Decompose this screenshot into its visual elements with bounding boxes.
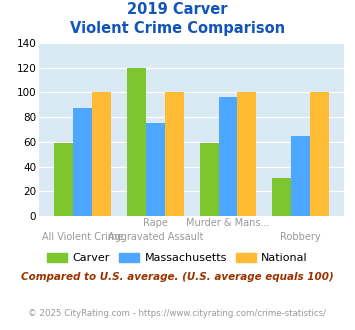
Bar xyxy=(291,136,310,216)
Bar xyxy=(237,92,256,216)
Text: © 2025 CityRating.com - https://www.cityrating.com/crime-statistics/: © 2025 CityRating.com - https://www.city… xyxy=(28,309,327,317)
Bar xyxy=(92,92,111,216)
Text: Compared to U.S. average. (U.S. average equals 100): Compared to U.S. average. (U.S. average … xyxy=(21,272,334,282)
Text: Robbery: Robbery xyxy=(280,232,321,242)
Text: Rape: Rape xyxy=(143,218,168,228)
Bar xyxy=(54,143,73,216)
Text: Aggravated Assault: Aggravated Assault xyxy=(108,232,203,242)
Legend: Carver, Massachusetts, National: Carver, Massachusetts, National xyxy=(43,248,312,268)
Bar xyxy=(200,143,219,216)
Text: Murder & Mans...: Murder & Mans... xyxy=(186,218,270,228)
Bar xyxy=(219,97,237,216)
Text: All Violent Crime: All Violent Crime xyxy=(42,232,123,242)
Text: 2019 Carver: 2019 Carver xyxy=(127,2,228,16)
Bar xyxy=(73,109,92,216)
Bar xyxy=(127,68,146,216)
Bar xyxy=(165,92,184,216)
Bar xyxy=(310,92,329,216)
Bar xyxy=(146,123,165,216)
Text: Violent Crime Comparison: Violent Crime Comparison xyxy=(70,21,285,36)
Bar xyxy=(272,178,291,216)
